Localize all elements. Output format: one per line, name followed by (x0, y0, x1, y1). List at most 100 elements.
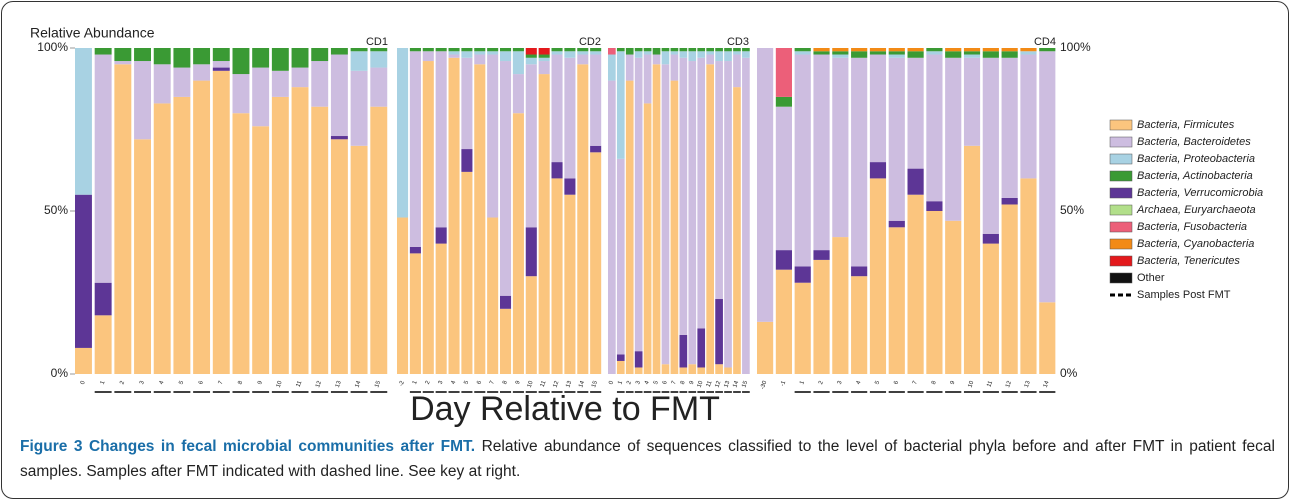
panel-label: CD4 (1034, 36, 1056, 48)
bar-segment (330, 139, 348, 374)
bar-segment (291, 67, 309, 88)
bar-segment (397, 217, 409, 374)
x-tick-label: 5 (653, 380, 660, 386)
bar-segment (945, 48, 962, 52)
bar-segment (634, 51, 643, 58)
bar-segment (1001, 57, 1018, 198)
bar-segment (733, 87, 741, 375)
legend-swatch (1109, 255, 1133, 267)
x-tick-label: 3 (837, 380, 844, 386)
bar-segment (330, 54, 348, 137)
bar-segment (252, 126, 270, 375)
bar-segment (564, 194, 576, 374)
x-tick-label: 8 (238, 380, 245, 386)
bar-segment (409, 246, 421, 254)
x-tick-label: 11 (296, 380, 304, 389)
bar-segment (271, 96, 289, 375)
x-tick-label: 2 (119, 380, 126, 386)
bar-segment (525, 54, 537, 58)
bar-segment (697, 57, 706, 329)
bar-segment (271, 70, 289, 97)
x-tick-label: 1 (100, 380, 107, 386)
bar-segment (435, 51, 447, 228)
bar-segment (590, 54, 602, 146)
bar-segment (616, 360, 625, 374)
bar-segment (193, 48, 211, 65)
legend-swatch (1109, 170, 1133, 182)
bar-segment (963, 48, 981, 52)
x-tick-label: 0 (608, 380, 615, 386)
bar-segment (888, 227, 905, 374)
bar-segment (757, 48, 774, 322)
x-tick-label: 7 (671, 380, 678, 386)
panel-label: CD2 (579, 36, 601, 48)
bar-segment (461, 48, 473, 52)
bar-segment (851, 51, 868, 58)
bar-segment (616, 354, 625, 361)
bar-segment (643, 103, 652, 375)
bar-segment (422, 48, 434, 52)
legend-label: Bacteria, Cyanobacteria (1137, 238, 1254, 250)
bar-segment (577, 48, 589, 52)
bar-segment (907, 57, 924, 169)
bar-segment (706, 48, 714, 52)
bar-segment (907, 168, 924, 195)
bar-segment (252, 67, 270, 127)
bar-segment (409, 51, 421, 247)
bar-segment (500, 295, 512, 309)
bar-segment (551, 51, 563, 55)
bar-segment (679, 57, 688, 335)
x-tick-label: -1 (780, 380, 788, 388)
bar-segment (551, 54, 563, 163)
bar-segment (625, 80, 634, 374)
x-tick-label: 12 (315, 380, 323, 389)
bar-segment (311, 61, 329, 107)
bar-segment (775, 250, 792, 270)
bar-segment (963, 145, 981, 374)
bar-segment (888, 57, 905, 221)
bar-segment (512, 48, 524, 52)
bar-segment (724, 48, 732, 52)
x-tick-label: 7 (489, 380, 496, 386)
bar-segment (616, 48, 625, 52)
bar-segment (448, 57, 460, 374)
bar-segment (525, 48, 537, 55)
x-tick-label: 13 (335, 380, 343, 389)
bar-segment (757, 321, 774, 374)
bar-segment (538, 48, 550, 55)
bar-segment (926, 48, 943, 52)
y-tick-label-right: 100% (1060, 40, 1091, 54)
x-tick-label: 1 (799, 380, 806, 386)
bar-segment (907, 48, 924, 52)
bar-segment (679, 334, 688, 368)
bar-segment (173, 67, 191, 97)
x-tick-label: 14 (355, 380, 363, 389)
bar-segment (311, 106, 329, 375)
bar-segment (775, 269, 792, 374)
bar-segment (634, 351, 643, 368)
bar-segment (525, 57, 537, 65)
bar-segment (794, 282, 811, 374)
bar-segment (869, 178, 887, 374)
bar-segment (134, 139, 151, 374)
bar-segment (724, 51, 732, 62)
bar-segment (474, 51, 486, 55)
bar-segment (697, 328, 706, 368)
bar-segment (153, 64, 171, 104)
bar-segment (512, 51, 524, 75)
bar-segment (212, 67, 230, 71)
chart: Relative Abundance Day Relative to FMT 0… (30, 25, 1263, 428)
x-tick-label: 7 (912, 380, 919, 386)
legend-label: Other (1137, 272, 1165, 284)
bar-segment (153, 48, 171, 65)
bar-segment (832, 51, 849, 55)
bar-segment (733, 54, 741, 88)
bar-segment (643, 51, 652, 55)
legend-label: Archaea, Euryarchaeota (1136, 204, 1256, 216)
bar-segment (435, 48, 447, 52)
bar-segment (500, 48, 512, 52)
bar-segment (851, 57, 868, 267)
bar-segment (724, 367, 732, 374)
legend-label: Bacteria, Verrucomicrobia (1137, 187, 1263, 199)
bar-segment (794, 48, 811, 52)
